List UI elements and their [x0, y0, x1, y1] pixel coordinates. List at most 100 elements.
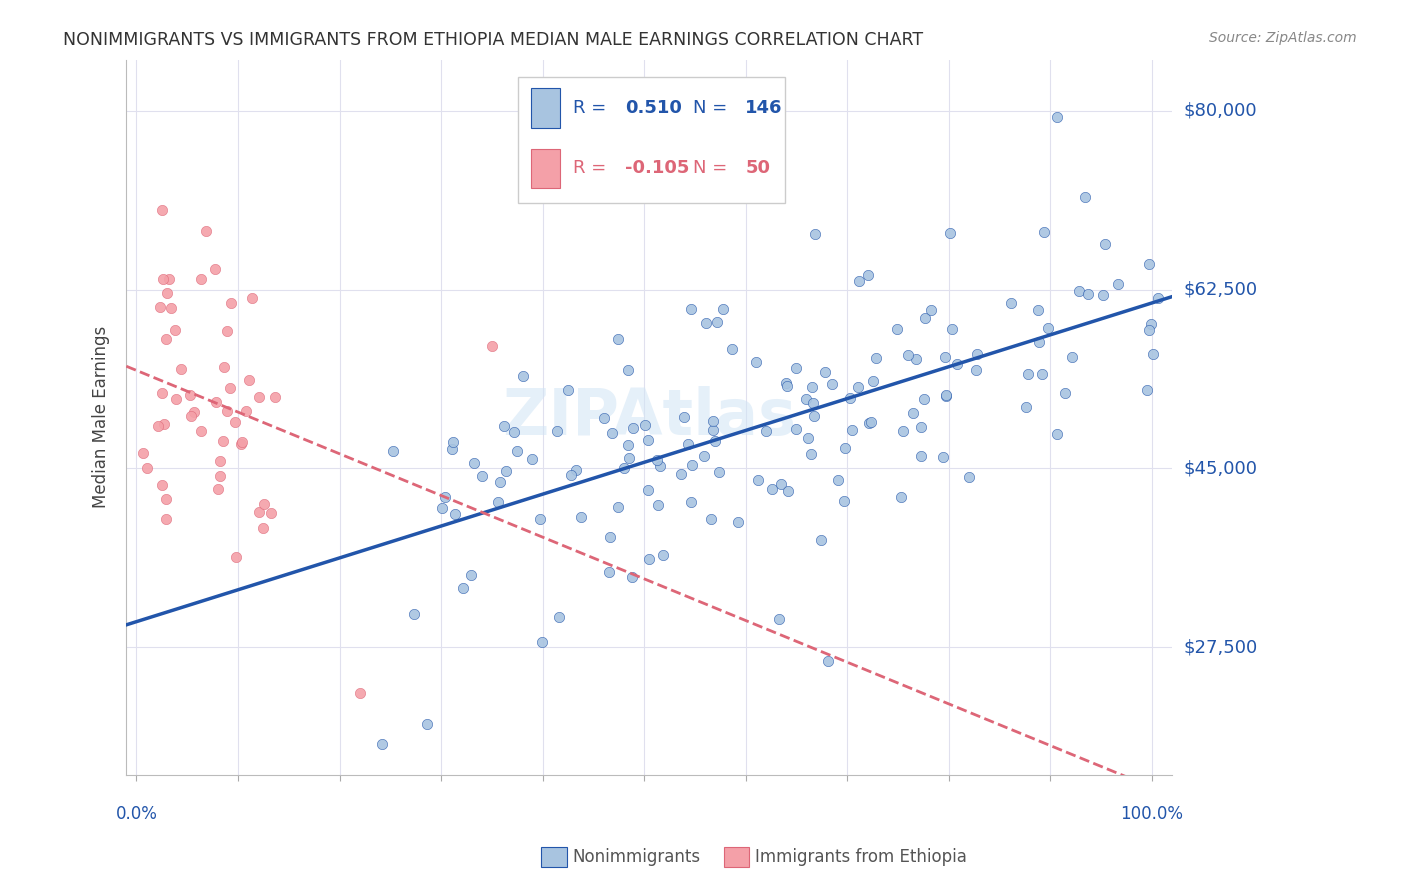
Point [827, 473, 849, 487]
Point [404, 607, 426, 621]
Point [804, 227, 827, 241]
FancyBboxPatch shape [519, 78, 785, 202]
Point [709, 466, 731, 480]
Point [217, 404, 239, 418]
Point [935, 387, 957, 401]
Point [617, 438, 640, 452]
Point [648, 459, 671, 474]
Point [1074, 190, 1097, 204]
Point [817, 654, 839, 668]
Point [893, 424, 915, 438]
Bar [531, 88, 561, 128]
Point [634, 417, 657, 432]
Point [557, 383, 579, 397]
Point [1137, 257, 1160, 271]
Point [704, 434, 727, 448]
Point [565, 463, 588, 477]
Point [797, 431, 820, 445]
Point [920, 302, 942, 317]
Point [768, 612, 790, 626]
Point [208, 454, 231, 468]
Point [901, 407, 924, 421]
Point [179, 388, 201, 402]
Point [939, 227, 962, 241]
Point [678, 437, 700, 451]
Point [834, 442, 856, 456]
Point [761, 482, 783, 496]
Point [225, 550, 247, 565]
Point [941, 322, 963, 336]
Point [149, 300, 172, 314]
Point [253, 497, 276, 511]
Point [620, 570, 643, 584]
Point [1062, 350, 1084, 364]
Point [512, 369, 534, 384]
Point [1026, 302, 1049, 317]
Point [613, 461, 636, 475]
Point [1046, 427, 1069, 442]
Point [441, 442, 464, 457]
Point [136, 461, 159, 475]
Point [1017, 367, 1039, 381]
Point [252, 521, 274, 535]
Point [890, 490, 912, 504]
Point [801, 396, 824, 410]
Point [904, 351, 927, 366]
Point [204, 261, 226, 276]
Point [441, 435, 464, 450]
Point [560, 468, 582, 483]
Point [190, 272, 212, 286]
Point [264, 390, 287, 404]
Point [957, 470, 980, 484]
Point [183, 404, 205, 418]
Point [637, 483, 659, 498]
Point [495, 464, 517, 478]
Point [240, 291, 263, 305]
Point [770, 477, 793, 491]
Point [1136, 383, 1159, 397]
Text: 146: 146 [745, 98, 783, 117]
Text: $45,000: $45,000 [1184, 459, 1257, 477]
Point [841, 424, 863, 438]
Point [693, 449, 716, 463]
Point [800, 379, 823, 393]
Point [434, 490, 457, 504]
Point [529, 511, 551, 525]
Point [1067, 284, 1090, 298]
Point [1053, 386, 1076, 401]
Text: -0.105: -0.105 [626, 159, 689, 177]
Point [711, 302, 734, 317]
Point [592, 411, 614, 425]
Point [846, 379, 869, 393]
Point [803, 409, 825, 423]
Point [675, 186, 697, 200]
Point [606, 332, 628, 346]
Point [838, 391, 860, 405]
Point [180, 409, 202, 424]
Point [681, 458, 703, 473]
Point [146, 419, 169, 434]
Point [444, 507, 467, 521]
Point [150, 478, 173, 492]
Point [727, 515, 749, 529]
Point [481, 339, 503, 353]
Point [776, 379, 799, 393]
Point [460, 568, 482, 582]
Point [159, 301, 181, 315]
Point [546, 424, 568, 438]
Text: $27,500: $27,500 [1184, 638, 1257, 657]
Point [673, 409, 696, 424]
Point [155, 512, 177, 526]
Point [598, 565, 620, 579]
Point [502, 425, 524, 439]
Point [647, 498, 669, 512]
Text: R =: R = [572, 159, 612, 177]
Point [619, 451, 641, 466]
Point [912, 392, 935, 406]
Point [931, 450, 953, 464]
Point [190, 424, 212, 438]
Point [430, 500, 453, 515]
Point [695, 316, 717, 330]
Point [721, 342, 744, 356]
Point [810, 533, 832, 548]
